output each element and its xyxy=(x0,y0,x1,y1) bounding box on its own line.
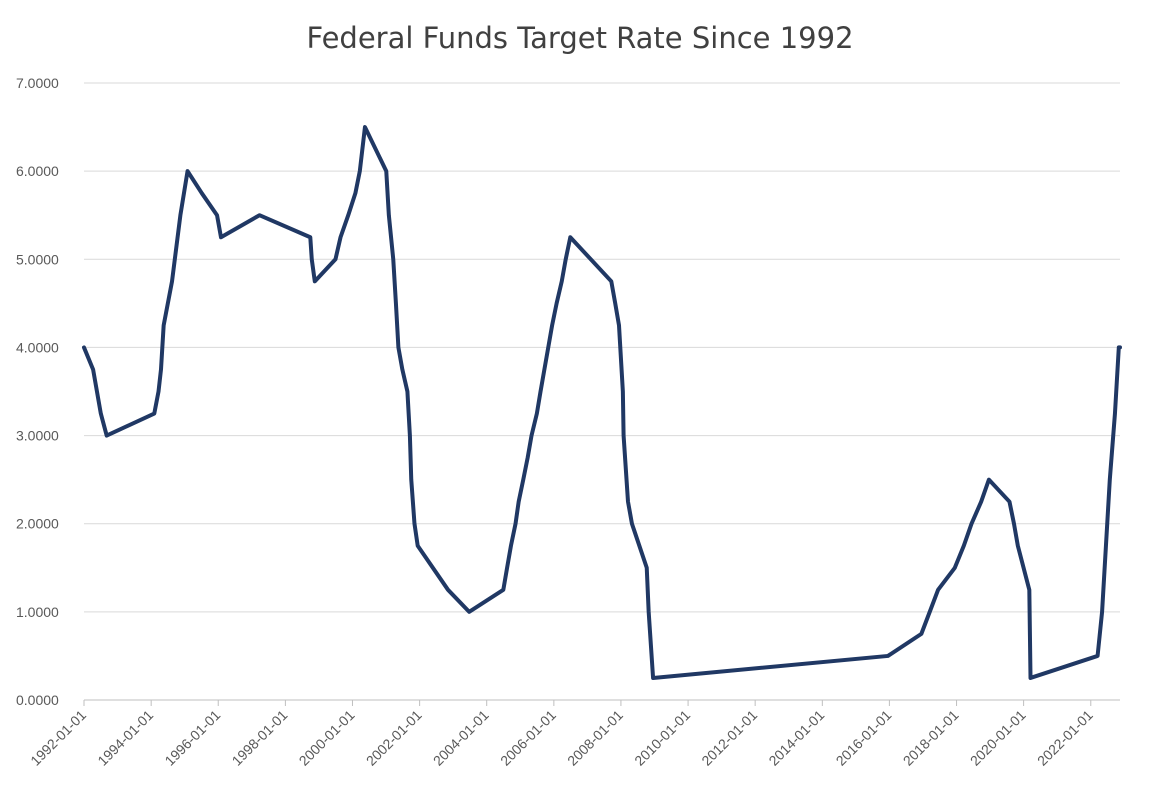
x-tick-label: 2014-01-01 xyxy=(765,707,827,769)
x-tick-label: 1998-01-01 xyxy=(229,707,291,769)
y-axis-tick-labels: 0.0000 1.0000 2.0000 3.0000 4.0000 5.0000 6.00… xyxy=(16,75,59,708)
x-tick-label: 2012-01-01 xyxy=(698,707,760,769)
series-line xyxy=(82,125,1122,680)
x-tick-label: 2022-01-01 xyxy=(1034,707,1096,769)
x-tick-label: 1992-01-01 xyxy=(27,707,89,769)
y-tick-label: 3.0000 xyxy=(16,428,59,444)
x-tick-label: 2016-01-01 xyxy=(833,707,895,769)
x-tick-label: 1996-01-01 xyxy=(161,707,223,769)
x-axis xyxy=(83,699,1120,706)
x-tick-label: 2000-01-01 xyxy=(296,707,358,769)
y-tick-label: 7.0000 xyxy=(16,75,59,91)
x-tick-label: 2008-01-01 xyxy=(564,707,626,769)
y-tick-label: 6.0000 xyxy=(16,163,59,179)
y-tick-label: 4.0000 xyxy=(16,339,59,355)
x-tick-label: 2010-01-01 xyxy=(631,707,693,769)
y-tick-label: 5.0000 xyxy=(16,251,59,267)
x-tick-label: 2006-01-01 xyxy=(497,707,559,769)
y-tick-label: 1.0000 xyxy=(16,604,59,620)
y-tick-label: 0.0000 xyxy=(16,692,59,708)
x-tick-label: 2004-01-01 xyxy=(430,707,492,769)
x-axis-tick-labels: 1992-01-01 1994-01-01 1996-01-01 1998-01-01… xyxy=(27,707,1096,769)
x-tick-label: 2020-01-01 xyxy=(967,707,1029,769)
series-layer xyxy=(82,125,1122,680)
x-tick-label: 2018-01-01 xyxy=(900,707,962,769)
y-tick-label: 2.0000 xyxy=(16,516,59,532)
gridlines xyxy=(84,82,1120,613)
chart-title: Federal Funds Target Rate Since 1992 xyxy=(306,21,853,55)
x-tick-label: 2002-01-01 xyxy=(363,707,425,769)
x-tick-label: 1994-01-01 xyxy=(94,707,156,769)
